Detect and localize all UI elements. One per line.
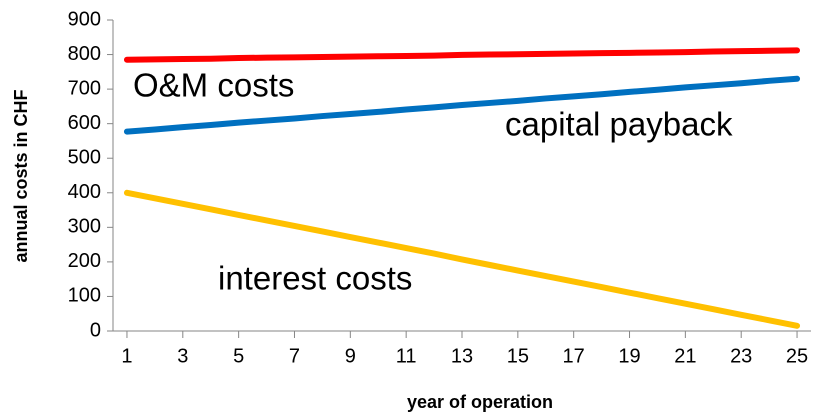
x-tick-label: 11 bbox=[396, 345, 417, 367]
y-tick-label: 400 bbox=[68, 181, 101, 203]
y-tick-label: 100 bbox=[68, 285, 101, 307]
x-tick-label: 1 bbox=[121, 345, 132, 367]
y-tick-label: 700 bbox=[68, 77, 101, 99]
x-tick-label: 9 bbox=[345, 345, 356, 367]
y-tick-label: 0 bbox=[90, 319, 101, 341]
x-tick-label: 13 bbox=[451, 345, 473, 367]
x-tick-label: 17 bbox=[563, 345, 585, 367]
series-line bbox=[123, 47, 801, 63]
series-line bbox=[123, 189, 801, 329]
series-line bbox=[123, 75, 801, 135]
x-tick-label: 5 bbox=[233, 345, 244, 367]
y-axis-label: annual costs in CHF bbox=[11, 89, 31, 262]
y-tick-label: 600 bbox=[68, 112, 101, 134]
x-tick-label: 7 bbox=[289, 345, 300, 367]
x-axis-label: year of operation bbox=[407, 392, 553, 412]
series-label: interest costs bbox=[218, 260, 412, 297]
x-tick-label: 25 bbox=[786, 345, 808, 367]
x-tick-label: 15 bbox=[507, 345, 529, 367]
series-label: O&M costs bbox=[133, 67, 294, 104]
y-tick-label: 300 bbox=[68, 216, 101, 238]
y-tick-label: 500 bbox=[68, 147, 101, 169]
series-label: capital payback bbox=[505, 106, 733, 143]
y-tick-label: 800 bbox=[68, 43, 101, 65]
y-tick-label: 200 bbox=[68, 250, 101, 272]
x-tick-label: 21 bbox=[674, 345, 696, 367]
x-tick-label: 23 bbox=[730, 345, 752, 367]
x-tick-label: 19 bbox=[618, 345, 640, 367]
x-tick-label: 3 bbox=[177, 345, 188, 367]
y-tick-label: 900 bbox=[68, 8, 101, 30]
